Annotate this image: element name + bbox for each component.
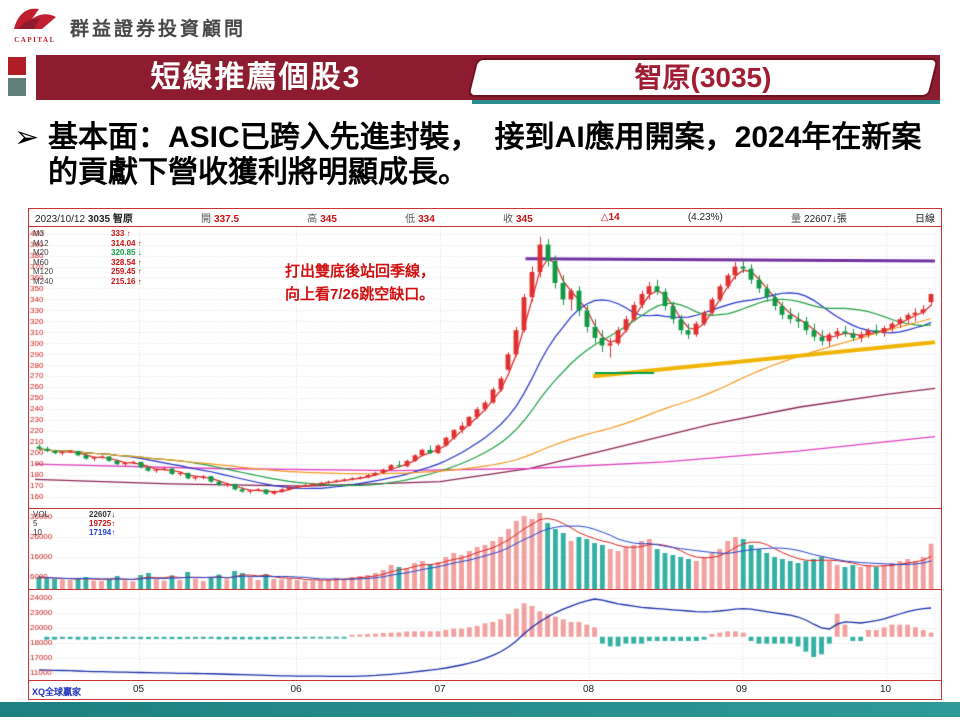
banner-teal-underline xyxy=(472,100,940,104)
quote-date: 2023/10/12 xyxy=(35,214,86,225)
quote-change-pct: (4.23%) xyxy=(687,212,723,223)
x-axis-label: 07 xyxy=(434,684,446,695)
volume-chart-canvas xyxy=(29,509,941,589)
volume-legend-row: 5 19725↑ xyxy=(33,519,115,528)
x-axis-label: 06 xyxy=(290,684,302,695)
quote-volume: 量 22607↓張 xyxy=(791,214,847,225)
annotation-line-2: 向上看7/26跳空缺口。 xyxy=(285,285,435,303)
x-axis-label: 10 xyxy=(879,684,892,695)
quote-low: 低 334 xyxy=(405,214,435,225)
ma-legend-value: 215.16 ↑ xyxy=(111,276,142,286)
quote-period: 日線 xyxy=(915,214,935,225)
ma-legend-row: M3 333 ↑ xyxy=(33,229,142,239)
accent-square-red xyxy=(8,57,26,75)
ma-legend-name: M240 xyxy=(33,276,54,286)
logo-company-text: 群益證券投資顧問 xyxy=(70,19,247,40)
ma-legend-name: M120 xyxy=(33,267,54,276)
quote-symbol: 3035 智原 xyxy=(87,214,133,225)
ma-legend-name: M20 xyxy=(33,248,49,257)
annotation-line-1: 打出雙底後站回季線， xyxy=(285,263,436,280)
bottom-teal-bar xyxy=(0,702,960,717)
ma-legend-value: 320.85 ↓ xyxy=(111,248,142,257)
quote-open: 開 337.5 xyxy=(201,214,240,225)
ma-legend-row: M120 259.45 ↑ xyxy=(33,267,142,277)
capital-logo-icon: CAPITAL xyxy=(10,5,60,44)
banner-stock-title: 智原(3035) xyxy=(634,62,772,93)
title-banner: 短線推薦個股3 智原(3035) xyxy=(36,55,940,104)
x-axis-label: 09 xyxy=(735,684,748,695)
accent-square-teal xyxy=(8,78,26,96)
ma-legend-name: M60 xyxy=(33,257,49,267)
volume-panel: VOL 22607↓ 5 19725↑ 10 17194↑ xyxy=(29,508,941,589)
watermark: XQ全球贏家 xyxy=(32,687,82,697)
ma-legend-row: M20 320.85 ↓ xyxy=(33,248,142,258)
quote-header: 2023/10/12 3035 智原 開 337.5 高 345 低 334 收 345… xyxy=(29,209,941,227)
bullet-block: ➢ 基本面：ASIC已跨入先進封裝， 接到AI應用開案，2024年在新案的貢獻下… xyxy=(14,120,946,191)
x-axis-label: 05 xyxy=(132,684,145,695)
volume-legend-name: VOL xyxy=(33,510,50,519)
ma-legend-row: M60 328.54 ↑ xyxy=(33,258,142,268)
quote-date-symbol: 2023/10/12 3035 智原 xyxy=(35,210,133,225)
volume-legend-value: 22607↓ xyxy=(89,510,116,519)
volume-legend-name: 10 xyxy=(33,528,42,537)
volume-legend-row: VOL 22607↓ xyxy=(33,510,115,519)
quote-change: △14 xyxy=(600,212,620,223)
ma-legend-value: 333 ↑ xyxy=(111,229,131,238)
logo-brand-text: CAPITAL xyxy=(14,36,56,44)
volume-legend-value: 19725↑ xyxy=(89,519,116,528)
bullet-text: 基本面：ASIC已跨入先進封裝， 接到AI應用開案，2024年在新案的貢獻下營收… xyxy=(48,121,922,190)
volume-legend-value: 17194↑ xyxy=(89,528,116,537)
logo: CAPITAL 群益證券投資顧問 xyxy=(10,5,246,44)
volume-legend-name: 5 xyxy=(33,519,38,528)
quote-high: 高 345 xyxy=(307,214,337,225)
price-panel: M3 333 ↑ M12 314.04 ↑ M20 320.85 ↓ M60 328.54 ↑… xyxy=(29,227,941,508)
quote-close: 收 345 xyxy=(502,214,533,225)
x-axis-label: 08 xyxy=(582,684,595,695)
indicator-chart-canvas xyxy=(29,590,941,680)
x-axis-strip: XQ全球贏家 05 06 07 08 09 10 xyxy=(29,680,941,699)
banner-left-title: 短線推薦個股3 xyxy=(150,61,362,94)
capital-logo-glyph xyxy=(14,8,56,29)
ma-legend-value: 314.04 ↑ xyxy=(111,238,142,248)
ma-legend-row: M12 314.04 ↑ xyxy=(33,239,142,249)
ma-legend: M3 333 ↑ M12 314.04 ↑ M20 320.85 ↓ M60 328.54 ↑… xyxy=(33,229,142,286)
chart-annotation: 打出雙底後站回季線， 向上看7/26跳空缺口。 xyxy=(285,261,435,306)
indicator-panel xyxy=(29,589,941,680)
stock-chart-frame: 2023/10/12 3035 智原 開 337.5 高 345 低 334 收 345… xyxy=(28,208,942,700)
banner-right-box: 智原(3035) xyxy=(467,58,939,97)
ma-legend-value: 259.45 ↑ xyxy=(111,267,142,276)
ma-legend-value: 328.54 ↑ xyxy=(111,257,142,267)
volume-legend: VOL 22607↓ 5 19725↑ 10 17194↑ xyxy=(33,510,115,537)
bullet-marker: ➢ xyxy=(14,121,40,154)
volume-legend-row: 10 17194↑ xyxy=(33,528,115,537)
ma-legend-row: M240 215.16 ↑ xyxy=(33,277,142,287)
price-chart-canvas xyxy=(29,227,941,508)
ma-legend-name: M3 xyxy=(33,229,45,238)
ma-legend-name: M12 xyxy=(33,238,49,248)
